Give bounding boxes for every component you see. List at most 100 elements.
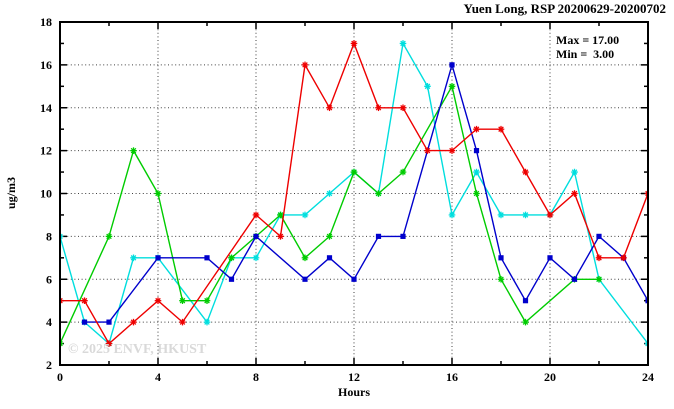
data-point-marker [571,190,578,197]
series-green-line [59,84,599,344]
data-point-marker [252,254,260,262]
data-point-marker [547,255,553,261]
data-point-marker [571,168,578,176]
data-point-marker [277,233,284,240]
data-point-marker [105,233,113,240]
data-point-marker [326,104,333,112]
data-point-marker [473,168,480,176]
data-point-marker [204,255,210,261]
data-point-marker [497,211,505,219]
data-point-marker [277,211,284,219]
max-annotation: Max = 17.00 [556,33,619,47]
chart-title: Yuen Long, RSP 20200629-20200702 [464,1,667,16]
x-axis-label: Hours [338,385,370,399]
data-point-marker [203,297,211,304]
data-point-marker [473,148,480,154]
data-point-marker [228,276,235,282]
y-tick-label: 6 [46,272,52,286]
data-point-marker [400,233,406,239]
data-point-marker [522,211,529,219]
series-cyan-line [59,41,649,345]
data-point-marker [522,318,529,326]
y-tick-label: 8 [46,229,52,243]
data-point-marker [130,254,137,262]
x-tick-label: 16 [446,370,458,384]
y-tick-label: 18 [40,15,52,29]
x-tick-label: 8 [253,370,259,384]
data-point-marker [302,276,308,282]
data-point-marker [473,190,480,197]
series-blue-line [84,62,649,323]
data-point-marker [106,319,112,325]
data-point-marker [253,233,259,239]
data-point-marker [326,255,333,261]
data-point-marker [497,275,505,283]
data-point-marker [179,318,186,326]
x-tick-label: 20 [544,370,556,384]
data-point-marker [498,255,504,261]
data-point-marker [375,233,382,239]
data-point-marker [228,254,235,262]
data-point-marker [179,297,186,304]
data-point-marker [350,40,358,47]
data-point-marker [326,190,333,197]
data-point-marker [522,298,529,304]
data-point-marker [203,318,211,326]
data-point-marker [399,168,407,176]
data-point-marker [301,211,309,219]
data-series-layer [59,40,649,347]
data-point-marker [154,190,162,197]
series-cyan [59,40,649,347]
data-point-marker [473,125,480,133]
x-tick-label: 0 [57,370,63,384]
data-point-marker [571,276,578,282]
data-point-marker [81,319,88,325]
data-point-marker [497,125,505,133]
data-point-marker [399,104,407,112]
data-point-marker [375,190,382,197]
data-point-marker [350,168,358,176]
grid-lines [60,22,648,365]
y-tick-label: 12 [40,144,52,158]
y-tick-label: 4 [46,315,52,329]
y-axis-label: ug/m3 [4,177,18,209]
data-point-marker [448,211,456,219]
axis-ticks [59,21,649,366]
data-point-marker [105,340,113,347]
data-point-marker [326,233,333,240]
data-point-marker [301,61,309,69]
data-point-marker [154,297,162,304]
series-green [59,83,603,347]
y-tick-label: 2 [46,358,52,372]
data-point-marker [546,211,554,219]
y-tick-label: 14 [40,101,52,115]
watermark: © 2025 ENVF, HKUST [68,342,207,357]
data-point-marker [375,104,382,112]
data-point-marker [130,147,137,154]
x-tick-label: 12 [348,370,360,384]
y-tick-label: 10 [40,187,52,201]
data-point-marker [351,276,357,282]
data-point-marker [155,255,161,261]
data-point-marker [424,83,431,90]
y-tick-label: 16 [40,58,52,72]
data-point-marker [448,147,456,154]
data-point-marker [81,297,88,304]
data-point-marker [448,83,456,90]
data-point-marker [595,254,603,262]
data-point-marker [596,233,602,239]
data-point-marker [522,168,529,176]
x-tick-label: 4 [155,370,161,384]
data-point-marker [449,62,455,68]
x-tick-label: 24 [642,370,654,384]
data-point-marker [620,254,627,262]
data-point-marker [301,254,309,262]
data-point-marker [595,275,603,283]
data-point-marker [130,318,137,326]
data-point-marker [252,211,260,219]
min-annotation: Min = 3.00 [556,47,614,61]
data-point-marker [399,40,407,47]
